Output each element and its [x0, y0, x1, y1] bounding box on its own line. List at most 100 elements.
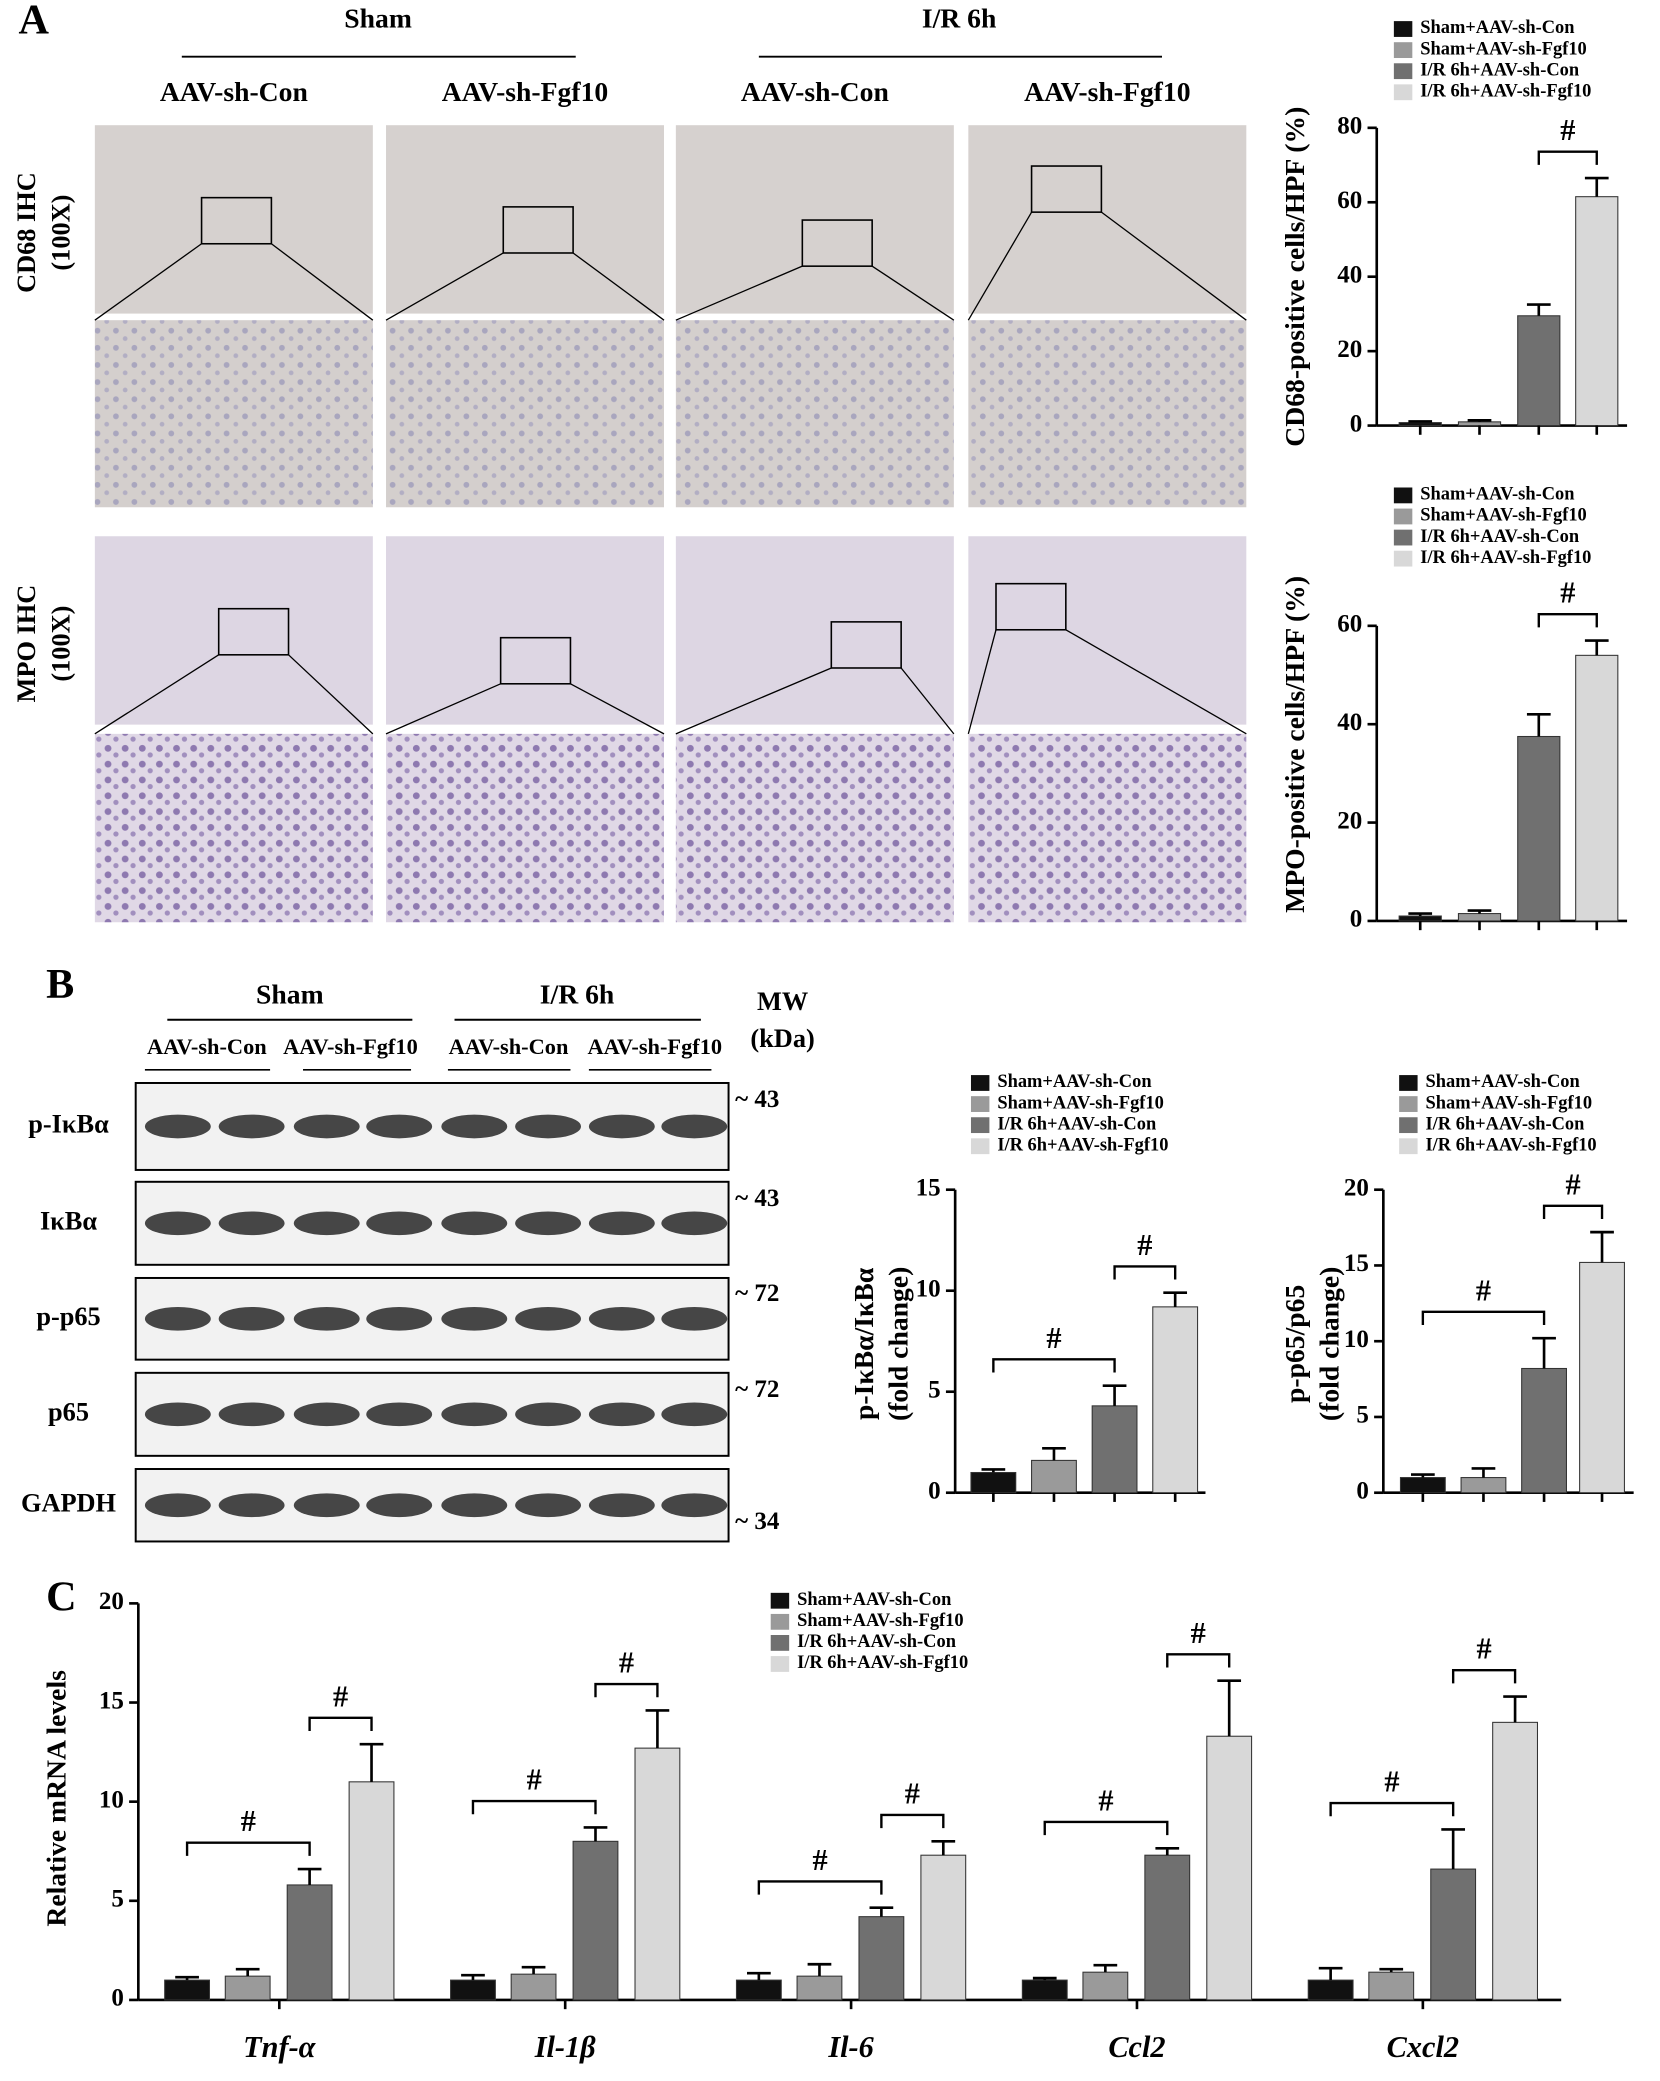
bar — [1399, 1477, 1446, 1494]
blot-band — [515, 1402, 581, 1427]
significance-label: # — [241, 1804, 256, 1838]
legend-label: I/R 6h+AAV-sh-Con — [1425, 1113, 1584, 1133]
ihc-zoom-image — [94, 733, 373, 923]
legend-label: I/R 6h+AAV-sh-Fgf10 — [997, 1134, 1168, 1154]
legend-swatch — [1399, 1075, 1418, 1091]
ihc-image — [675, 536, 954, 725]
legend-swatch — [1399, 1117, 1418, 1134]
bar — [572, 1840, 619, 2001]
error-bar — [1471, 1467, 1496, 1478]
significance-bracket — [471, 1799, 597, 1815]
blot-band — [366, 1211, 433, 1236]
blot-band — [293, 1402, 360, 1427]
row-label: (100X) — [46, 606, 75, 682]
bar — [858, 1916, 905, 2001]
error-bar — [1526, 713, 1551, 737]
legend-swatch — [1393, 550, 1413, 567]
bar — [1575, 196, 1619, 427]
error-bar — [1590, 1230, 1614, 1263]
column-label: AAV-sh-Con — [160, 76, 308, 107]
significance-label: # — [1191, 1616, 1206, 1650]
significance-label: # — [1476, 1273, 1491, 1307]
bar — [348, 1781, 395, 2001]
legend-swatch — [970, 1138, 990, 1155]
ihc-zoom-image — [94, 320, 373, 508]
blot-band — [588, 1211, 655, 1236]
blot-band — [441, 1402, 508, 1427]
error-bar — [1532, 1336, 1556, 1369]
ihc-image — [386, 125, 664, 314]
blot-band — [144, 1493, 211, 1518]
y-tick-label: 0 — [111, 1985, 124, 2012]
zoom-box — [830, 621, 902, 669]
zoom-line — [1101, 211, 1247, 321]
significance-bracket — [1537, 613, 1598, 628]
bar — [510, 1973, 557, 2001]
error-bar — [869, 1906, 894, 1917]
bar — [1457, 421, 1502, 427]
y-tick-label: 40 — [1337, 261, 1362, 288]
blot-band — [218, 1493, 285, 1518]
y-tick-label: 15 — [916, 1174, 941, 1201]
error-bar — [807, 1962, 832, 1977]
legend-label: I/R 6h+AAV-sh-Fgf10 — [1420, 547, 1591, 567]
bar — [1091, 1405, 1138, 1494]
error-bar — [1408, 912, 1433, 917]
zoom-line — [967, 629, 997, 735]
bar — [1398, 422, 1442, 427]
significance-bracket — [1542, 1204, 1604, 1219]
blot-band — [218, 1306, 285, 1331]
y-tick-label: 20 — [99, 1588, 124, 1615]
legend-label: I/R 6h+AAV-sh-Fgf10 — [1420, 80, 1591, 100]
error-bar — [1093, 1963, 1118, 1973]
significance-bracket — [992, 1358, 1116, 1373]
significance-bracket — [1043, 1820, 1169, 1836]
legend-swatch — [770, 1592, 790, 1609]
bar — [1575, 654, 1619, 922]
y-tick-label: 20 — [1337, 807, 1362, 834]
zoom-box — [217, 607, 290, 656]
panel-label: A — [18, 0, 49, 43]
y-axis-label: p-p65/p65 — [1279, 1285, 1310, 1403]
error-bar — [1526, 303, 1551, 316]
legend-label: I/R 6h+AAV-sh-Con — [997, 1113, 1156, 1133]
legend-swatch — [970, 1096, 990, 1112]
zoom-line — [385, 252, 504, 321]
blot-band — [366, 1493, 433, 1518]
column-label: AAV-sh-Fgf10 — [587, 1034, 722, 1059]
ihc-zoom-image — [968, 733, 1247, 923]
row-label: IκBα — [40, 1206, 97, 1235]
legend-swatch — [1393, 63, 1413, 80]
mw-label: ~ 34 — [735, 1508, 780, 1535]
zoom-box — [801, 219, 873, 267]
blot-band — [661, 1211, 728, 1236]
significance-label: # — [333, 1679, 348, 1713]
legend-swatch — [770, 1635, 790, 1651]
y-tick-label: 5 — [1356, 1402, 1369, 1429]
row-label: p-IκBα — [28, 1110, 109, 1139]
bar — [1460, 1477, 1507, 1494]
error-bar — [1217, 1679, 1242, 1737]
blot-band — [588, 1402, 655, 1427]
ihc-image — [94, 125, 373, 314]
x-tick-label: Cxcl2 — [1387, 2030, 1459, 2064]
bar — [1144, 1854, 1191, 2001]
significance-label: # — [1098, 1783, 1113, 1817]
error-bar — [1155, 1846, 1180, 1856]
legend-swatch — [770, 1613, 790, 1630]
bar — [286, 1884, 333, 2001]
blot-band — [144, 1114, 211, 1139]
blot-band — [515, 1306, 581, 1331]
legend-label: I/R 6h+AAV-sh-Con — [1420, 59, 1579, 79]
y-tick-label: 60 — [1337, 611, 1362, 638]
error-bar — [931, 1840, 956, 1856]
legend-swatch — [1393, 21, 1413, 37]
y-axis-label: Relative mRNA levels — [41, 1670, 72, 1927]
y-axis-label: CD68-positive cells/HPF (%) — [1279, 107, 1310, 447]
legend-swatch — [770, 1656, 790, 1672]
ihc-image — [968, 125, 1247, 314]
bar — [634, 1747, 681, 2001]
zoom-line — [572, 252, 665, 321]
bar — [1492, 1721, 1539, 2001]
zoom-line — [385, 683, 501, 735]
